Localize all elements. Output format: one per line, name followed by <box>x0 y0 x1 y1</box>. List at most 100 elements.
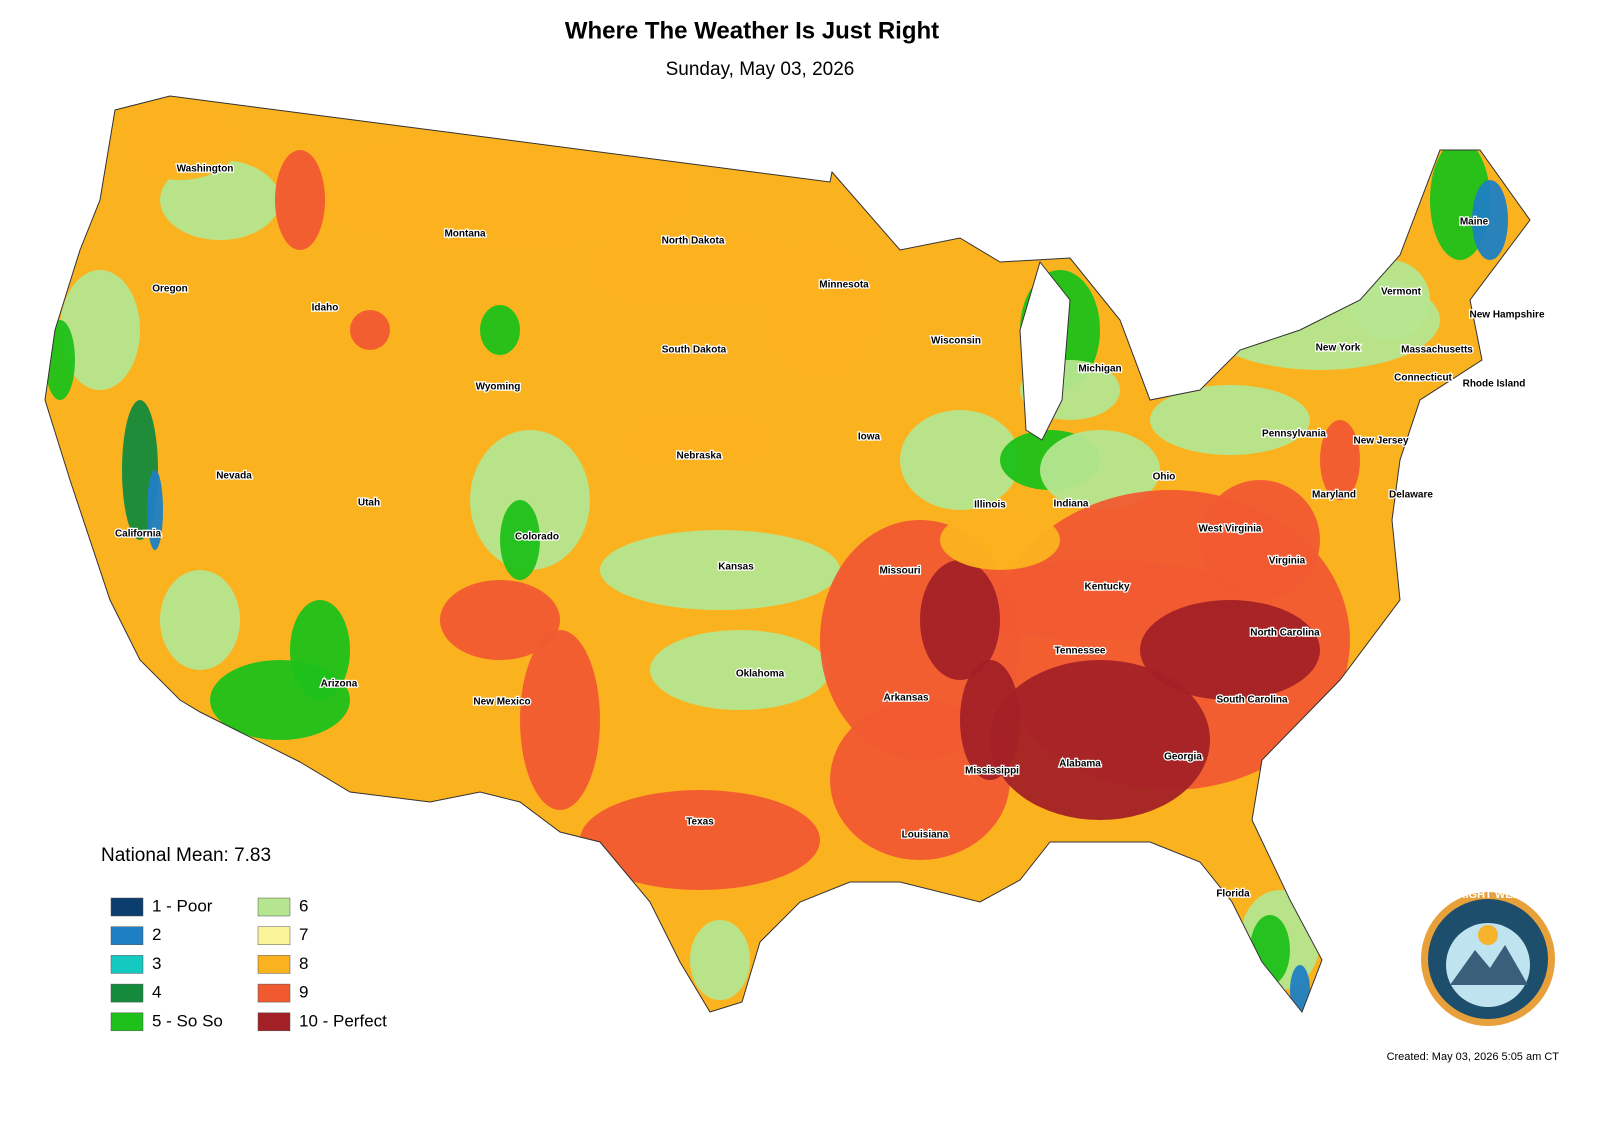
state-label: Massachusetts <box>1401 345 1473 356</box>
score-region <box>960 660 1020 780</box>
legend-swatch <box>257 983 291 1003</box>
score-region <box>1150 385 1310 455</box>
state-label: Nebraska <box>676 451 721 462</box>
state-label: Texas <box>686 817 714 828</box>
score-region <box>275 150 325 250</box>
logo-sky <box>1446 923 1530 1007</box>
logo-text: JUST RIGHT WEATHER <box>1426 889 1549 901</box>
state-label: West Virginia <box>1199 524 1262 535</box>
score-region <box>1140 600 1320 700</box>
state-label: Nevada <box>216 471 252 482</box>
state-label: Michigan <box>1078 364 1121 375</box>
state-label: Maine <box>1460 217 1489 228</box>
legend-label: 6 <box>299 896 308 915</box>
score-region <box>520 630 600 810</box>
score-region <box>900 410 1020 510</box>
state-label: Louisiana <box>902 830 949 841</box>
state-labels: Washington Oregon Idaho Montana Wyoming Nevad… <box>114 162 1547 901</box>
state-label: Oklahoma <box>736 669 785 680</box>
score-region <box>600 530 840 610</box>
state-label: Mississippi <box>965 766 1019 777</box>
state-label: Georgia <box>1164 752 1202 763</box>
legend-label: 1 - Poor <box>152 896 213 915</box>
score-region <box>650 630 830 710</box>
state-label: Wyoming <box>476 382 521 393</box>
score-region <box>580 230 820 310</box>
legend-swatch <box>110 1012 144 1032</box>
score-region <box>690 920 750 1000</box>
state-label: Tennessee <box>1055 646 1106 657</box>
score-region <box>1350 260 1430 340</box>
state-label: Pennsylvania <box>1262 429 1326 440</box>
state-label: North Carolina <box>1250 628 1320 639</box>
state-label: Montana <box>444 229 486 240</box>
national-mean: National Mean: 7.83 <box>101 845 271 866</box>
state-label: Washington <box>177 164 234 175</box>
state-label: Indiana <box>1053 499 1088 510</box>
state-label: Alabama <box>1059 759 1101 770</box>
state-label: Illinois <box>974 500 1006 511</box>
legend-label: 8 <box>299 954 308 973</box>
score-region <box>470 430 590 570</box>
legend-swatch <box>257 926 291 945</box>
logo-mountains <box>1450 945 1528 985</box>
score-region <box>1200 480 1320 600</box>
state-label: Delaware <box>1389 490 1433 501</box>
score-region <box>160 570 240 670</box>
logo: JUST RIGHT WEATHER <box>1421 889 1555 1026</box>
score-region <box>580 790 820 890</box>
state-label: Minnesota <box>819 280 869 291</box>
legend-label: 4 <box>152 983 161 1002</box>
state-label: Virginia <box>1269 556 1306 567</box>
legend-label: 9 <box>299 983 308 1002</box>
legend-swatch <box>257 1012 291 1032</box>
score-region <box>920 560 1000 680</box>
subtitle: Sunday, May 03, 2026 <box>666 59 855 80</box>
score-region <box>1472 180 1508 260</box>
score-region <box>620 410 780 470</box>
state-label: California <box>115 529 162 540</box>
score-region <box>1290 965 1310 1012</box>
score-region <box>147 470 163 550</box>
score-region <box>60 270 140 390</box>
state-label: Wisconsin <box>931 336 981 347</box>
state-label: Arkansas <box>883 693 928 704</box>
score-region <box>160 160 280 240</box>
logo-sun <box>1478 925 1498 945</box>
score-region <box>45 320 75 400</box>
state-label: Idaho <box>312 303 339 314</box>
legend-swatch <box>110 926 144 945</box>
state-label: North Dakota <box>662 236 725 247</box>
score-region <box>120 100 240 180</box>
score-region <box>480 305 520 355</box>
legend-label: 10 - Perfect <box>299 1011 387 1030</box>
state-label: Kentucky <box>1084 582 1129 593</box>
legend-swatch <box>257 955 291 974</box>
legend-swatch <box>110 955 144 974</box>
legend-swatch <box>257 897 291 917</box>
score-region <box>940 510 1060 570</box>
state-label: Missouri <box>879 566 920 577</box>
lake-michigan <box>1019 260 1071 441</box>
score-region <box>350 310 390 350</box>
score-region <box>760 240 880 380</box>
score-region <box>300 130 700 250</box>
state-label: South Dakota <box>662 345 727 356</box>
title: Where The Weather Is Just Right <box>565 17 939 44</box>
legend-label: 7 <box>299 925 308 944</box>
state-label: Oregon <box>152 284 188 295</box>
legend-label: 3 <box>152 954 161 973</box>
state-label: Utah <box>358 498 380 509</box>
score-region <box>1320 420 1360 500</box>
state-label: Florida <box>1216 889 1250 900</box>
legend-label: 2 <box>152 925 161 944</box>
state-label: Colorado <box>515 532 559 543</box>
legend-label: 5 - So So <box>152 1011 223 1030</box>
state-label: New Jersey <box>1353 436 1408 447</box>
score-region <box>290 600 350 700</box>
legend-swatch <box>110 983 144 1003</box>
state-label: New Mexico <box>473 697 530 708</box>
